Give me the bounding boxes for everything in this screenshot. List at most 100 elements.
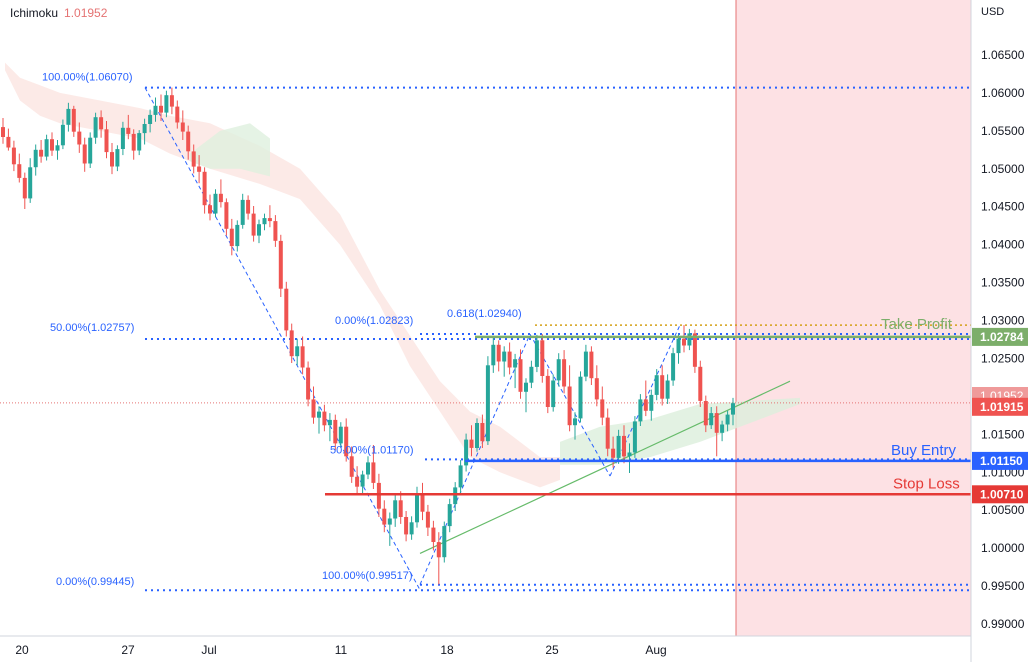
candle-body: [44, 139, 49, 157]
candle-body: [317, 411, 321, 418]
y-tick-label: 1.04000: [981, 238, 1025, 252]
candle-body: [387, 518, 392, 525]
x-tick-label: 11: [335, 643, 348, 657]
candle-body: [148, 114, 153, 124]
candle-body: [77, 131, 82, 145]
candle-body: [202, 171, 207, 206]
candle-body: [583, 351, 588, 377]
fib-label: 0.00%(0.99445): [56, 576, 134, 588]
take-profit-price-badge: [972, 327, 1028, 346]
candle-body: [278, 240, 283, 289]
candle-body: [273, 221, 278, 241]
candle-body: [731, 403, 735, 415]
candle-body: [169, 95, 174, 107]
close-price-badge: [972, 397, 1028, 416]
candle-body: [246, 199, 251, 214]
candle-body: [376, 482, 381, 509]
y-tick-label: 1.00000: [981, 541, 1025, 555]
candle-body: [665, 380, 670, 399]
candle-body: [126, 127, 131, 134]
candle-body: [355, 476, 360, 487]
candle-body: [409, 522, 414, 535]
candle-body: [622, 435, 626, 457]
candle-body: [213, 193, 218, 214]
take-profit-label: Take Profit: [881, 316, 953, 333]
candle-body: [235, 224, 240, 247]
x-tick-label: Jul: [201, 643, 216, 657]
stop-loss-price-badge: [972, 485, 1028, 504]
candle-body: [556, 359, 561, 381]
candle-body: [327, 419, 332, 426]
candle-body: [660, 375, 665, 399]
fib-label: 0.618(1.02940): [447, 308, 522, 320]
stop-loss-price-text: 1.00710: [980, 487, 1024, 501]
candle-body: [229, 228, 234, 247]
y-tick-label: 0.99000: [981, 617, 1025, 631]
candle-body: [295, 346, 300, 357]
x-tick-label: 18: [440, 643, 454, 657]
candle-body: [567, 386, 572, 426]
candle-body: [496, 344, 501, 362]
candle-body: [191, 151, 196, 167]
close-price-text: 1.01915: [980, 400, 1024, 414]
candle-body: [431, 527, 436, 542]
candle-body: [475, 423, 479, 448]
candle-body: [573, 418, 577, 426]
candle-body: [654, 375, 659, 395]
candle-body: [393, 500, 398, 519]
candle-body: [159, 105, 163, 113]
candle-body: [197, 166, 202, 172]
fib-trend-connector-3: [529, 333, 611, 477]
candle-body: [306, 367, 311, 400]
candle-body: [33, 149, 38, 168]
y-tick-label: 1.02500: [981, 352, 1025, 366]
candle-body: [240, 199, 245, 225]
candle-body: [186, 131, 191, 152]
candle-body: [562, 359, 567, 387]
candle-body: [594, 378, 599, 400]
buy-entry-price-badge: [972, 451, 1028, 470]
candle-body: [344, 426, 349, 457]
candle-body: [447, 504, 452, 527]
candle-body: [180, 122, 185, 132]
candle-body: [611, 448, 616, 458]
candle-body: [218, 193, 223, 203]
candle-body: [104, 129, 109, 153]
x-tick-label: 25: [545, 643, 559, 657]
candle-body: [676, 338, 681, 354]
candle-body: [480, 423, 485, 442]
candle-body: [709, 413, 714, 426]
candle-body: [518, 359, 523, 392]
candle-body: [131, 133, 136, 151]
candle-body: [60, 124, 65, 146]
y-tick-label: 1.06000: [981, 86, 1025, 100]
candle-body: [142, 124, 147, 134]
fib-trend-connector-1: [144, 87, 421, 591]
candle-body: [627, 452, 632, 457]
y-tick-label: 0.99500: [981, 579, 1025, 593]
candle-body: [88, 137, 93, 164]
candle-body: [578, 376, 583, 419]
candle-body: [513, 359, 518, 368]
candle-body: [164, 95, 169, 113]
candle-body: [349, 456, 354, 477]
candle-body: [110, 152, 114, 167]
candle-body: [55, 145, 60, 151]
candle-body: [311, 399, 316, 418]
candle-body: [425, 511, 430, 528]
y-tick-label: 1.00500: [981, 503, 1025, 517]
candle-body: [534, 340, 539, 367]
indicator-header[interactable]: Ichimoku 1.01952: [10, 6, 107, 20]
fib-label: 50.00%(1.01170): [330, 444, 414, 456]
y-tick-label: 1.05500: [981, 124, 1025, 138]
candle-body: [605, 417, 610, 449]
candle-body: [333, 419, 338, 444]
y-tick-label: 1.04500: [981, 200, 1025, 214]
candle-body: [289, 330, 294, 357]
indicator-name: Ichimoku: [10, 6, 59, 20]
take-profit-price-text: 1.02784: [980, 330, 1024, 344]
candle-body: [469, 439, 474, 448]
candle-body: [11, 147, 16, 165]
indicator-value: 1.01952: [64, 6, 108, 20]
